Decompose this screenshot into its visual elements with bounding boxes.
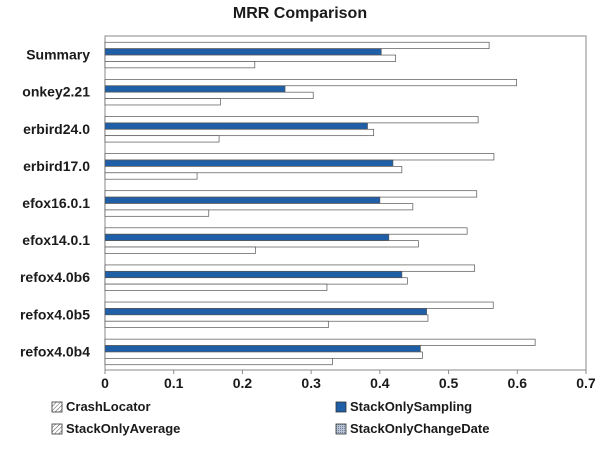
category-label-refox4-0b6: refox4.0b6 [20,269,90,285]
bar-stackonlyaverage-refox4-0b4 [104,351,423,359]
x-tick-label: 0 [101,375,109,391]
bar-stackonlychangedate-erbird24-0 [104,135,220,143]
category-labels: Summary onkey2.21 erbird24.0 erbird17.0 efox… [20,47,90,360]
category-label-efox16-0-1: efox16.0.1 [22,195,90,211]
legend-label-stackonlyaverage: StackOnlyAverage [66,421,180,436]
bar-stackonlychangedate-refox4-0b5 [104,320,329,328]
x-tick-label: 0.6 [508,375,528,391]
x-tick-label: 0.5 [439,375,459,391]
bar-stackonlysampling-erbird17-0 [104,159,394,167]
bar-stackonlysampling-refox4-0b4 [104,345,421,353]
legend-swatch-stackonlyaverage [51,423,63,435]
bar-crashlocator-refox4-0b4 [104,338,536,346]
bar-stackonlyaverage-summary [104,54,397,62]
bar-stackonlyaverage-efox14-0-1 [104,240,419,248]
category-label-efox14-0-1: efox14.0.1 [22,232,90,248]
bar-stackonlychangedate-efox14-0-1 [104,246,256,254]
bar-crashlocator-refox4-0b5 [104,301,494,309]
bars [104,41,536,366]
legend-label-crashlocator: CrashLocator [66,399,151,414]
bar-crashlocator-onkey2-21 [104,79,517,87]
legend-label-stackonlychangedate: StackOnlyChangeDate [350,421,489,436]
category-label-refox4-0b4: refox4.0b4 [20,343,90,359]
bar-stackonlyaverage-erbird24-0 [104,128,375,137]
category-label-erbird17-0: erbird17.0 [23,158,90,174]
legend: CrashLocator StackOnlySampling StackOnlyAv… [51,399,489,436]
legend-swatch-stackonlysampling [335,401,347,413]
bar-stackonlyaverage-refox4-0b5 [104,314,429,322]
category-label-refox4-0b5: refox4.0b5 [20,306,90,322]
bar-crashlocator-efox16-0-1 [104,190,478,198]
bar-stackonlyaverage-erbird17-0 [104,166,403,174]
bar-crashlocator-efox14-0-1 [104,227,468,235]
bar-stackonlyaverage-onkey2-21 [104,91,314,99]
category-label-erbird24-0: erbird24.0 [23,121,90,137]
bar-stackonlychangedate-refox4-0b6 [104,283,328,291]
bar-crashlocator-erbird17-0 [104,153,495,161]
x-tick-label: 0.7 [576,375,595,391]
x-tick-label: 0.2 [233,375,253,391]
category-label-onkey2-21: onkey2.21 [22,84,90,100]
legend-swatch-crashlocator [51,401,63,413]
legend-swatch-stackonlychangedate [335,423,347,435]
bar-stackonlysampling-onkey2-21 [104,85,286,93]
bar-stackonlyaverage-efox16-0-1 [104,203,414,211]
category-label-summary: Summary [26,47,90,63]
x-tick-label: 0.4 [370,375,390,391]
legend-label-stackonlysampling: StackOnlySampling [350,399,472,414]
bar-stackonlysampling-efox16-0-1 [104,196,381,204]
bar-stackonlychangedate-erbird17-0 [104,172,198,180]
x-tick-label: 0.1 [164,375,184,391]
bar-crashlocator-summary [104,41,490,50]
bar-stackonlysampling-erbird24-0 [104,122,368,130]
bar-stackonlysampling-refox4-0b6 [104,270,403,279]
x-tick-label: 0.3 [301,375,321,391]
bar-stackonlysampling-summary [104,48,382,56]
bar-stackonlychangedate-summary [104,61,256,69]
bar-stackonlychangedate-efox16-0-1 [104,209,210,217]
bar-crashlocator-refox4-0b6 [104,264,476,272]
x-axis-ticks: 0 0.1 0.2 0.3 0.4 0.5 0.6 0.7 [101,370,595,391]
chart-title: MRR Comparison [233,5,367,22]
bar-stackonlysampling-efox14-0-1 [104,233,390,241]
bar-stackonlyaverage-refox4-0b6 [104,277,408,285]
bar-stackonlychangedate-onkey2-21 [104,98,221,106]
bar-stackonlysampling-refox4-0b5 [104,308,427,316]
bar-crashlocator-erbird24-0 [104,116,479,124]
bar-stackonlychangedate-refox4-0b4 [104,357,333,366]
